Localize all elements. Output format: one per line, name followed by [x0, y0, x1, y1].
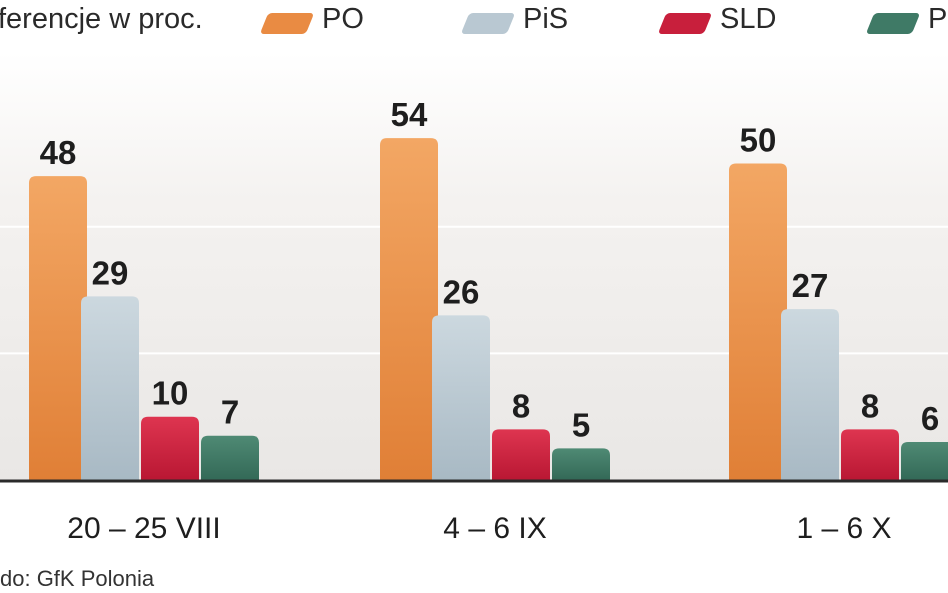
category-label: 1 – 6 X [796, 512, 891, 545]
bar-sld-1 [492, 429, 550, 480]
legend-label-sld: SLD [720, 3, 777, 35]
bar-value-label: 48 [40, 134, 77, 171]
bar-value-label: 29 [92, 254, 129, 291]
bar-value-label: 7 [221, 394, 239, 431]
bar-pis-0 [81, 296, 139, 480]
bar-value-label: 8 [861, 387, 879, 424]
bar-sld-2 [841, 429, 899, 480]
legend-label-pis: PiS [523, 3, 569, 35]
bar-value-label: 27 [792, 267, 829, 304]
bar-value-label: 26 [443, 273, 480, 310]
bar-value-label: 10 [152, 375, 189, 412]
bar-value-label: 54 [391, 96, 428, 133]
bar-value-label: 5 [572, 406, 590, 443]
bar-pis-2 [781, 309, 839, 480]
bar-p-1 [552, 448, 610, 480]
bar-sld-0 [141, 416, 199, 480]
bar-po-1 [380, 138, 438, 480]
legend-label-p: P [928, 3, 948, 35]
bar-value-label: 6 [921, 400, 939, 437]
bar-value-label: 8 [512, 387, 530, 424]
category-label: 4 – 6 IX [443, 512, 546, 545]
bar-value-label: 50 [740, 122, 777, 159]
bar-p-2 [901, 442, 948, 480]
bar-po-0 [29, 176, 87, 480]
bar-pis-1 [432, 315, 490, 480]
bar-po-2 [729, 163, 787, 480]
chart-subtitle: ferencje w proc. [0, 3, 203, 35]
source-note: do: GfK Polonia [0, 566, 155, 591]
legend-label-po: PO [322, 3, 364, 35]
category-label: 20 – 25 VIII [67, 512, 220, 545]
bar-p-0 [201, 435, 259, 480]
